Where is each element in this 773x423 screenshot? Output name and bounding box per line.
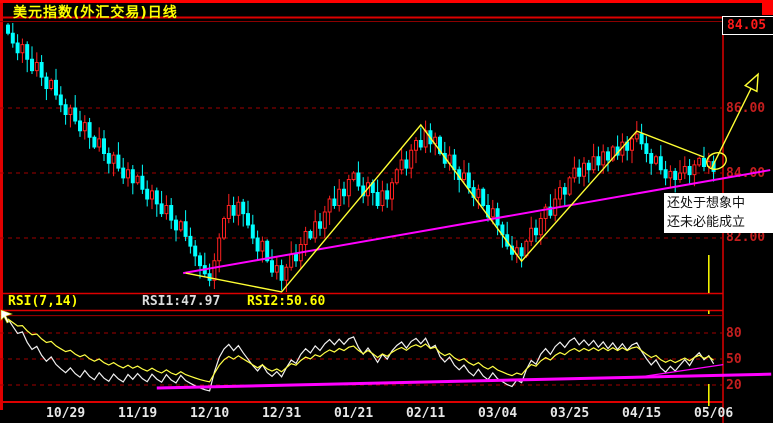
x-axis-date-label: 01/21 — [334, 406, 374, 421]
x-axis-date-label: 03/25 — [550, 406, 590, 421]
rsi-panel-label: RSI(7,14) — [8, 294, 79, 309]
x-axis-date-label: 03/04 — [478, 406, 518, 421]
x-axis-date-label: 10/29 — [46, 406, 86, 421]
x-axis: 10/29 11/19 12/10 12/31 01/21 02/11 03/04 03/25… — [0, 406, 773, 423]
y-axis-label: 86.00 — [726, 101, 766, 116]
rsi1-value-label: RSI1:47.97 — [142, 294, 221, 309]
chart-title: 美元指数(外汇交易)日线 — [13, 5, 178, 21]
y-axis-label: 82.00 — [726, 230, 766, 245]
annotation-note-line1: 还处于想象中 — [667, 196, 746, 211]
x-axis-date-label: 04/15 — [622, 406, 662, 421]
x-axis-date-label: 02/11 — [406, 406, 446, 421]
mouse-cursor-icon — [0, 309, 13, 324]
x-axis-date-label: 05/06 — [694, 406, 734, 421]
corner-close-button[interactable] — [762, 0, 773, 15]
rsi-level-label: 20 — [726, 378, 742, 393]
x-axis-date-label: 11/19 — [118, 406, 158, 421]
rsi-level-label: 50 — [726, 352, 742, 367]
annotation-note: 还处于想象中 还未必能成立 — [664, 193, 773, 233]
rsi-level-label: 80 — [726, 326, 742, 341]
rsi2-value-label: RSI2:50.60 — [247, 294, 326, 309]
x-axis-date-label: 12/31 — [262, 406, 302, 421]
last-price-box: 84.05 — [722, 16, 773, 35]
x-axis-date-label: 12/10 — [190, 406, 230, 421]
annotation-note-line2: 还未必能成立 — [667, 215, 746, 230]
